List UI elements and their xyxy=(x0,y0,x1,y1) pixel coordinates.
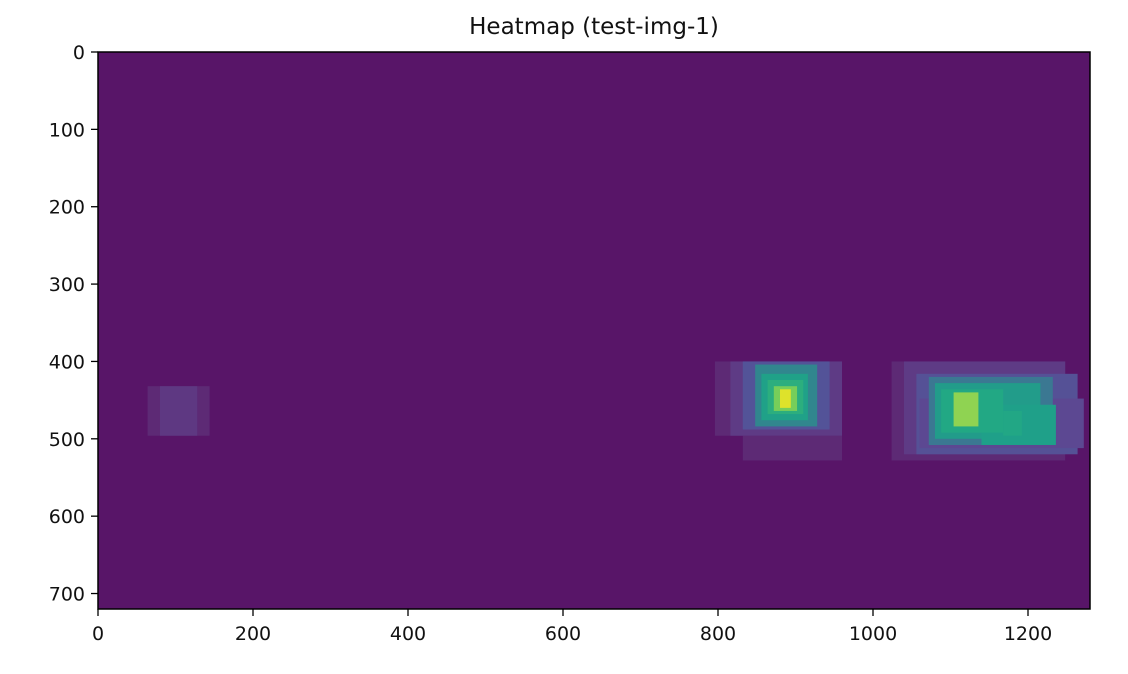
heatmap-background xyxy=(98,52,1090,609)
heatmap-cell xyxy=(160,386,198,436)
y-axis: 0 100 200 300 400 500 600 700 xyxy=(49,42,98,606)
y-tick-label: 400 xyxy=(49,351,85,373)
chart-title: Heatmap (test-img-1) xyxy=(469,14,719,40)
y-tick-label: 700 xyxy=(49,584,85,606)
x-tick-label: 600 xyxy=(545,623,581,645)
heatmap-cells xyxy=(147,361,1084,461)
x-tick-label: 1000 xyxy=(849,623,897,645)
x-tick-label: 400 xyxy=(390,623,426,645)
y-tick-label: 200 xyxy=(49,197,85,219)
heatmap-cell xyxy=(780,389,791,408)
y-tick-label: 600 xyxy=(49,506,85,528)
y-tick-label: 100 xyxy=(49,119,85,141)
heatmap-cell xyxy=(953,392,979,427)
heatmap-cell xyxy=(742,435,842,461)
y-tick-label: 300 xyxy=(49,274,85,296)
x-tick-label: 0 xyxy=(92,623,104,645)
x-axis: 0 200 400 600 800 1000 1200 xyxy=(92,609,1052,645)
x-tick-label: 1200 xyxy=(1004,623,1052,645)
x-tick-label: 800 xyxy=(700,623,736,645)
y-tick-label: 500 xyxy=(49,429,85,451)
x-tick-label: 200 xyxy=(235,623,271,645)
heatmap-cell xyxy=(1003,410,1022,436)
y-tick-label: 0 xyxy=(73,42,85,64)
plot-frame xyxy=(97,51,1091,610)
plot-area xyxy=(98,52,1090,609)
